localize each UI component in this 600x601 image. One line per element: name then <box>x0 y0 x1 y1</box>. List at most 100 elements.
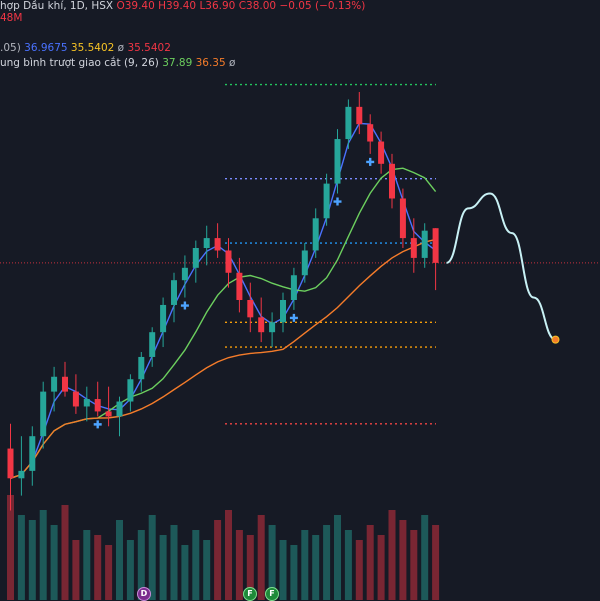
buy-marker-icon <box>93 420 102 429</box>
volume-bar <box>83 530 91 600</box>
indicator-1-symbol: ø <box>117 42 125 54</box>
ma-mid-line <box>10 167 437 479</box>
candle-body <box>51 376 58 392</box>
indicator-2-legend[interactable]: ung bình trượt giao cắt (9, 26) 37.89 36… <box>0 57 235 69</box>
volume-bar <box>366 525 374 600</box>
ma-fast-line <box>10 122 437 479</box>
volume-bar <box>268 525 276 600</box>
indicator-1-value-2: 35.5402 <box>70 42 115 54</box>
candle-body <box>312 218 319 251</box>
candle-body <box>334 139 341 184</box>
candle-body <box>280 300 286 323</box>
candle-body <box>127 379 134 402</box>
volume-bar <box>421 515 429 600</box>
candle-body <box>171 280 177 305</box>
candlesticks[interactable] <box>7 92 439 511</box>
volume-bar <box>137 530 145 600</box>
moving-averages <box>10 122 437 479</box>
buy-marker-icon <box>366 157 375 166</box>
candle-body <box>29 436 36 471</box>
volume-bar <box>246 535 254 600</box>
buy-marker-icon <box>333 197 342 206</box>
indicator-1-params: .05) <box>0 42 21 54</box>
volume-bar <box>225 510 232 600</box>
candle-body <box>247 300 254 318</box>
indicator-1-legend[interactable]: .05) 36.9675 35.5402 ø 35.5402 <box>0 42 171 54</box>
candle-body <box>323 183 330 219</box>
volume-bar <box>301 530 309 600</box>
volume-bar <box>105 545 113 600</box>
ohlc-low: L36.90 <box>199 0 236 12</box>
volume-bar <box>61 505 69 600</box>
candle-body <box>94 399 101 412</box>
ohlc-high: H39.40 <box>158 0 197 12</box>
candle-body <box>378 141 385 164</box>
volume-bar <box>28 520 36 600</box>
volume-bar <box>126 540 134 600</box>
candle-body <box>367 124 374 142</box>
candle-body <box>18 470 25 479</box>
volume-bar <box>410 530 418 600</box>
indicator-1-value-1: 36.9675 <box>24 42 68 54</box>
projection-curve <box>446 192 556 341</box>
candle-body <box>236 272 243 300</box>
volume-bar <box>399 520 407 600</box>
candle-body <box>258 317 265 333</box>
volume-bar <box>334 515 341 600</box>
candle-body <box>83 399 90 407</box>
ohlc-close: C38.00 <box>238 0 277 12</box>
buy-marker-icon <box>289 313 298 322</box>
candle-body <box>410 238 417 258</box>
volume-bar <box>148 515 156 600</box>
volume-bar <box>312 535 320 600</box>
candle-body <box>181 267 188 281</box>
candle-body <box>225 250 232 273</box>
candle-body <box>138 356 145 380</box>
candle-body <box>290 275 297 300</box>
financials-event-icon[interactable]: F <box>265 587 279 601</box>
symbol-title: hợp Dầu khí, 1D, HSX <box>0 0 114 12</box>
volume-bar <box>344 530 352 600</box>
volume-bar <box>388 510 396 600</box>
indicator-1-value-3: 35.5402 <box>127 42 171 54</box>
candle-body <box>432 228 439 263</box>
volume-bar <box>17 515 25 600</box>
candle-body <box>356 106 363 125</box>
indicator-2-name: ung bình trượt giao cắt (9, 26) <box>0 57 159 69</box>
candle-body <box>105 411 112 417</box>
dividend-event-icon[interactable]: D <box>137 587 151 601</box>
volume-bar <box>377 535 385 600</box>
volume-bar <box>214 520 222 600</box>
price-projection <box>446 192 560 344</box>
volume-bar <box>39 510 47 600</box>
candle-body <box>62 376 68 392</box>
legend-header: hợp Dầu khí, 1D, HSX O39.40 H39.40 L36.9… <box>0 0 365 12</box>
volume-bar <box>181 545 189 600</box>
indicator-2-value-1: 37.89 <box>162 57 193 69</box>
ohlc-open: O39.40 <box>116 0 155 12</box>
candle-body <box>269 322 276 333</box>
financials-event-icon[interactable]: F <box>243 587 257 601</box>
buy-marker-icon <box>180 301 189 310</box>
candle-body <box>72 391 79 407</box>
volume-bar <box>290 545 298 600</box>
volume-bar <box>170 525 178 600</box>
candle-body <box>399 198 406 239</box>
volume-bar <box>7 495 14 600</box>
fibonacci-levels <box>225 83 436 425</box>
volume-readout: 48M <box>0 12 23 24</box>
candle-body <box>421 230 428 258</box>
indicator-2-value-2: 36.35 <box>195 57 226 69</box>
candle-body <box>7 448 14 479</box>
volume-bar <box>235 530 243 600</box>
candle-body <box>116 401 123 417</box>
volume-bar <box>116 520 123 600</box>
candle-body <box>149 332 156 357</box>
candle-body <box>160 304 167 333</box>
candle-body <box>40 391 47 437</box>
buy-markers <box>93 157 375 429</box>
volume-bar <box>203 540 211 600</box>
volume-bar <box>323 525 331 600</box>
volume-bar <box>432 525 440 600</box>
